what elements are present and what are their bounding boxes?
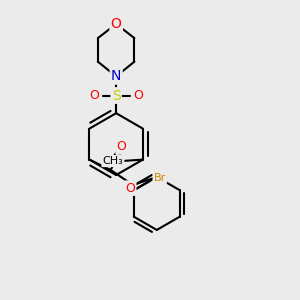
Text: O: O	[89, 89, 99, 102]
Text: O: O	[116, 140, 126, 153]
Text: N: N	[111, 69, 121, 83]
Text: O: O	[111, 17, 122, 31]
Text: O: O	[125, 182, 135, 195]
Text: CH₃: CH₃	[103, 156, 123, 166]
Text: S: S	[112, 88, 121, 103]
Text: O: O	[134, 89, 143, 102]
Text: Br: Br	[154, 173, 166, 183]
